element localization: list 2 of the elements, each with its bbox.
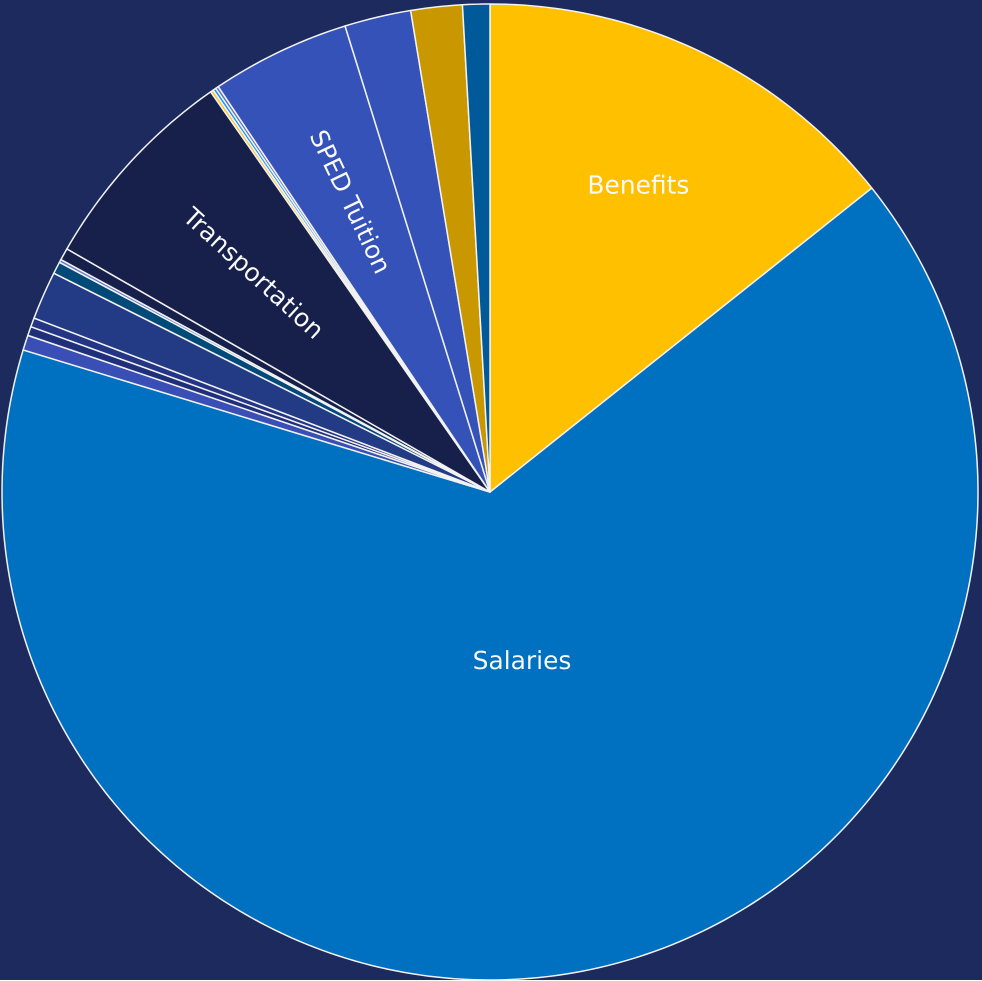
- slice-label: Benefits: [590, 174, 688, 194]
- slice-label: Salaries: [474, 650, 570, 670]
